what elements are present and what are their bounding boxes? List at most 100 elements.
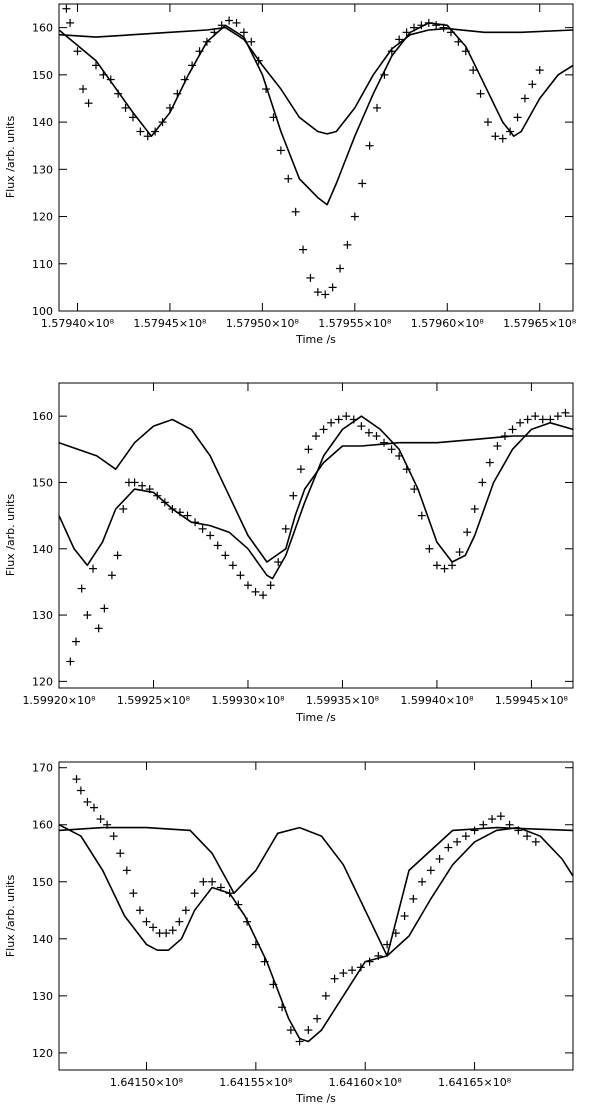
panel-1-y-tick-label-1: 110 bbox=[32, 258, 53, 271]
panel-2-data-point bbox=[266, 581, 275, 590]
panel-2-series bbox=[58, 408, 574, 666]
panel-2-data-point bbox=[523, 415, 532, 424]
panel-3-x-ticks: 1.64150×10⁸ 1.64155×10⁸ 1.64160×10⁸ 1.64165… bbox=[110, 762, 512, 1089]
panel-3-data-point bbox=[149, 923, 158, 932]
panel-1-data-point bbox=[165, 103, 174, 112]
panel-1-data-point bbox=[276, 146, 285, 155]
panel-1-y-tick-label-4: 140 bbox=[32, 116, 53, 129]
panel-2-data-point bbox=[357, 422, 366, 431]
panel-1-data-point bbox=[106, 75, 115, 84]
panel-1-data-point bbox=[461, 47, 470, 56]
panel-1-y-tick-label-0: 100 bbox=[32, 305, 53, 318]
panel-3-data-point bbox=[83, 797, 92, 806]
panel-1-data-point bbox=[439, 23, 448, 32]
panel-2-data-point bbox=[410, 485, 419, 494]
panel-1-model-curve-2 bbox=[58, 26, 574, 135]
panel-3-data-point bbox=[142, 917, 151, 926]
panel-3-data-point bbox=[76, 786, 85, 795]
panel-3-y-tick-label-3: 150 bbox=[32, 876, 53, 889]
panel-1-data-point bbox=[121, 103, 130, 112]
panel-2-data-point bbox=[66, 657, 75, 666]
panel-2-data-point bbox=[538, 415, 547, 424]
panel-3-data-point bbox=[269, 980, 278, 989]
panel-2-data-point bbox=[402, 465, 411, 474]
panel-2-data-point bbox=[500, 432, 509, 441]
panel-1-data-point bbox=[328, 283, 337, 292]
panel-1-data-point bbox=[409, 23, 418, 32]
panel-1-data-point bbox=[202, 37, 211, 46]
panel-3-series bbox=[58, 775, 574, 1046]
panel-3-data-point bbox=[234, 900, 243, 909]
panel-2-data-point bbox=[380, 438, 389, 447]
panel-2-data-point bbox=[470, 504, 479, 513]
panel-2-x-axis-label: Time /s bbox=[295, 711, 336, 724]
panel-1-data-point bbox=[380, 70, 389, 79]
panel-2-data-point bbox=[206, 531, 215, 540]
panel-3-data-point bbox=[251, 940, 260, 949]
panel-3-x-tick-label-1: 1.64155×10⁸ bbox=[219, 1076, 293, 1089]
panel-2-data-point bbox=[327, 418, 336, 427]
panel-1-data-point bbox=[446, 28, 455, 37]
panel-2-y-tick-label-4: 160 bbox=[32, 410, 53, 423]
panel-2-y-tick-label-1: 130 bbox=[32, 609, 53, 622]
panel-3-data-point bbox=[175, 917, 184, 926]
panel-3-data-point bbox=[444, 843, 453, 852]
panel-1-data-point bbox=[306, 273, 315, 282]
panel-3-data-point bbox=[109, 832, 118, 841]
panel-3-y-tick-label-4: 160 bbox=[32, 819, 53, 832]
panel-1-data-point bbox=[350, 212, 359, 221]
panel-3-data-point bbox=[286, 1026, 295, 1035]
panel-2: 1.59920×10⁸ 1.59925×10⁸ 1.59930×10⁸ 1.59935… bbox=[4, 382, 574, 724]
panel-1-data-point bbox=[432, 21, 441, 30]
panel-2-y-axis-label: Flux /arb. units bbox=[4, 494, 17, 577]
panel-3-data-point bbox=[409, 894, 418, 903]
panel-3-y-tick-label-2: 140 bbox=[32, 933, 53, 946]
panel-2-data-point bbox=[319, 425, 328, 434]
panel-3-data-point bbox=[418, 877, 427, 886]
panel-1-data-point bbox=[491, 132, 500, 141]
panel-3-data-point bbox=[330, 974, 339, 983]
panel-1-x-tick-label-2: 1.57950×10⁸ bbox=[226, 317, 300, 330]
panel-2-data-point bbox=[160, 498, 169, 507]
panel-2-data-point bbox=[516, 418, 525, 427]
panel-1-data-point bbox=[180, 75, 189, 84]
panel-1-data-point bbox=[269, 113, 278, 122]
panel-1-x-tick-label-5: 1.57965×10⁸ bbox=[503, 317, 577, 330]
panel-1-data-point bbox=[387, 47, 396, 56]
panel-1-x-tick-label-0: 1.57940×10⁸ bbox=[41, 317, 115, 330]
panel-2-data-point bbox=[485, 458, 494, 467]
panel-3-data-point bbox=[260, 957, 269, 966]
panel-2-data-point bbox=[191, 518, 200, 527]
panel-2-data-point bbox=[289, 491, 298, 500]
panel-1-x-tick-label-4: 1.57960×10⁸ bbox=[411, 317, 485, 330]
panel-2-data-point bbox=[228, 561, 237, 570]
panel-2-data-point bbox=[198, 524, 207, 533]
panel-3-data-point bbox=[199, 877, 208, 886]
panel-1-data-point bbox=[506, 127, 515, 136]
panel-3-data-point bbox=[400, 912, 409, 920]
panel-3-data-point bbox=[295, 1037, 304, 1046]
panel-1-data-point bbox=[299, 245, 308, 254]
panel-3-data-point bbox=[514, 826, 523, 835]
panel-2-data-point bbox=[312, 432, 320, 441]
panel-3-y-tick-label-0: 120 bbox=[32, 1047, 53, 1060]
panel-2-data-point bbox=[493, 441, 502, 450]
panel-2-data-point bbox=[145, 485, 154, 494]
panel-2-data-point bbox=[72, 637, 81, 646]
panel-3-data-point bbox=[383, 940, 392, 949]
panel-2-data-point bbox=[387, 445, 396, 454]
panel-2-data-point bbox=[553, 412, 562, 421]
panel-3-data-point bbox=[391, 929, 400, 938]
panel-1-data-point bbox=[188, 61, 197, 70]
panel-1-data-point bbox=[373, 103, 382, 112]
panel-1-data-point bbox=[417, 21, 426, 30]
panel-1-y-tick-label-2: 120 bbox=[32, 211, 53, 224]
panel-1-data-point bbox=[498, 134, 507, 143]
panel-2-data-point bbox=[296, 465, 305, 474]
panel-1-data-point bbox=[173, 89, 182, 98]
panel-1-x-tick-label-3: 1.57955×10⁸ bbox=[318, 317, 392, 330]
panel-1-model-curve-1 bbox=[58, 22, 574, 206]
panel-2-data-point bbox=[342, 412, 351, 421]
panel-1-data-point bbox=[62, 4, 71, 13]
panel-3-x-tick-label-2: 1.64160×10⁸ bbox=[329, 1076, 403, 1089]
